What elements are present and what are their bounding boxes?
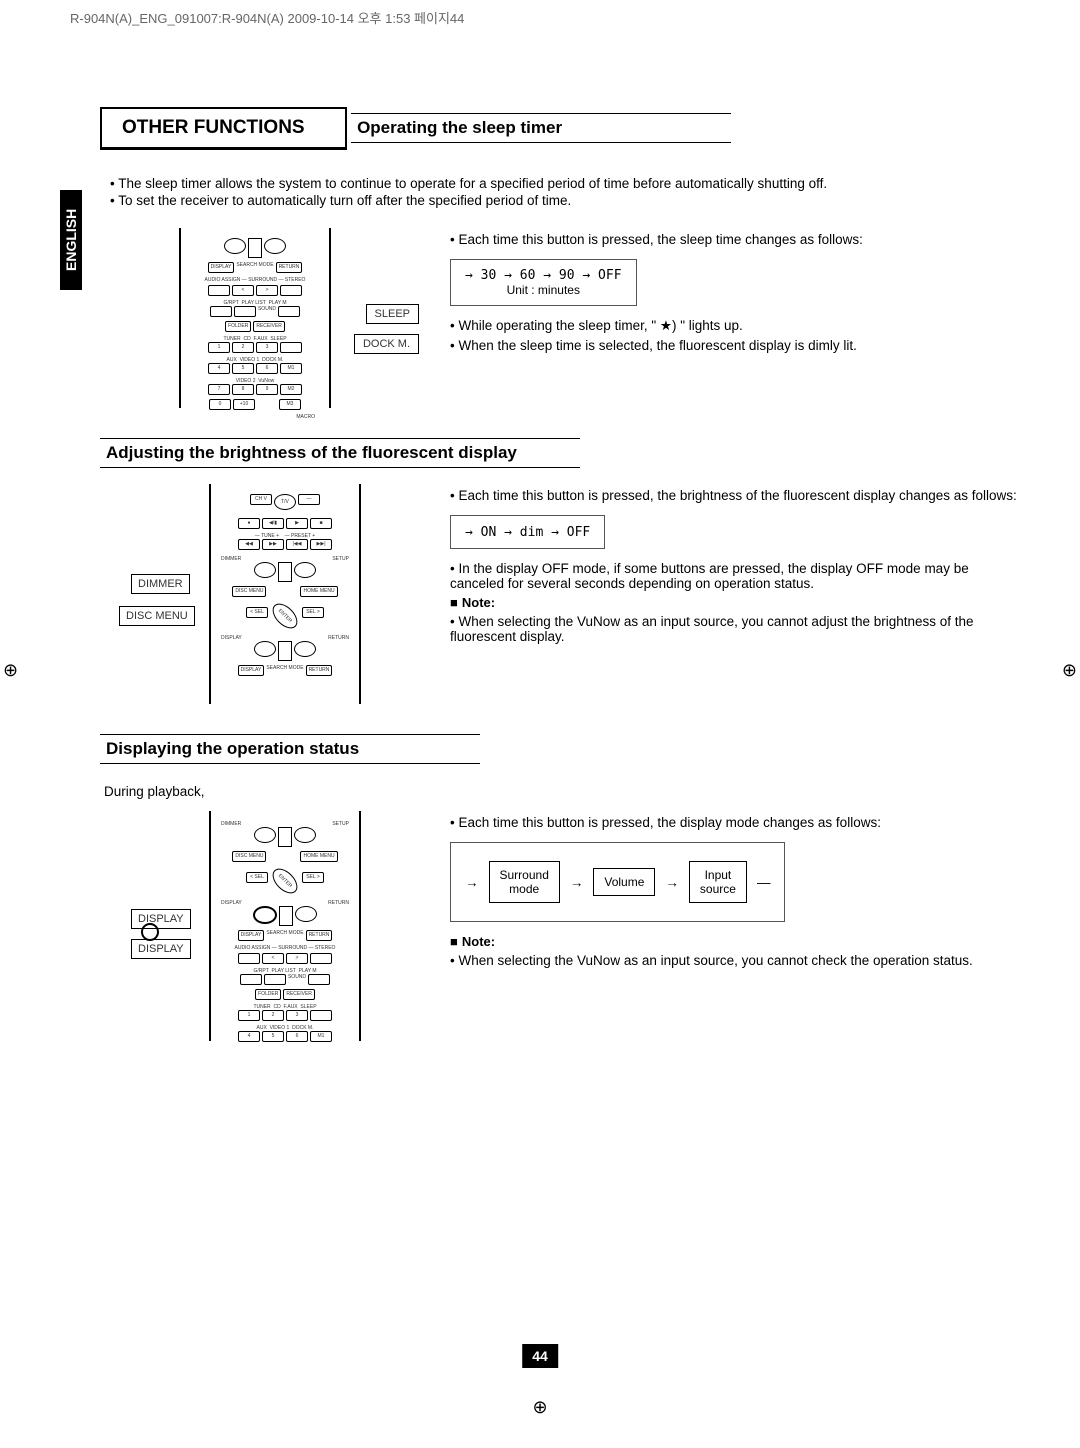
callout-display-1: DISPLAY <box>131 909 191 929</box>
opstatus-desc-1: • Each time this button is pressed, the … <box>450 815 1020 830</box>
opstatus-during: During playback, <box>104 784 1020 799</box>
sleep-desc-3: • When the sleep time is selected, the f… <box>450 338 1020 353</box>
main-heading: OTHER FUNCTIONS <box>122 117 305 138</box>
brightness-cycle: → ON → dim → OFF <box>465 525 590 540</box>
brightness-cycle-box: → ON → dim → OFF <box>450 515 605 549</box>
sleep-desc: • Each time this button is pressed, the … <box>410 228 1020 357</box>
sleep-desc-2: • While operating the sleep timer, " ★) … <box>450 318 1020 334</box>
brightness-desc-1: • Each time this button is pressed, the … <box>450 488 1020 503</box>
remote-sleep: DISPLAY SEARCH MODE RETURN AUDIO ASSIGN … <box>100 228 410 408</box>
sleep-desc-1: • Each time this button is pressed, the … <box>450 232 1020 247</box>
sleep-cycle-unit: Unit : minutes <box>465 283 622 297</box>
main-heading-box: OTHER FUNCTIONS <box>100 107 347 150</box>
brightness-heading: Adjusting the brightness of the fluoresc… <box>100 443 580 463</box>
brightness-row: CH V T/V — ●◀/▮▶■ — TUNE + — PRESET + ◀◀… <box>100 484 1020 704</box>
opstatus-cycle-outer: → Surround mode → Volume → Input source … <box>450 842 785 922</box>
sleep-heading: Operating the sleep timer <box>351 118 731 138</box>
brightness-desc: • Each time this button is pressed, the … <box>410 484 1020 648</box>
callout-sleep: SLEEP <box>366 304 419 324</box>
sleep-row: DISPLAY SEARCH MODE RETURN AUDIO ASSIGN … <box>100 228 1020 408</box>
opstatus-heading-wrap: Displaying the operation status <box>100 734 480 764</box>
sleep-intro: • The sleep timer allows the system to c… <box>110 176 1020 208</box>
opstatus-heading: Displaying the operation status <box>100 739 480 759</box>
sleep-cycle-box: → 30 → 60 → 90 → OFF Unit : minutes <box>450 259 637 306</box>
registration-mark-bottom: ⊕ <box>532 1397 547 1418</box>
sleep-intro-1: • The sleep timer allows the system to c… <box>110 176 1020 191</box>
remote-brightness: CH V T/V — ●◀/▮▶■ — TUNE + — PRESET + ◀◀… <box>100 484 410 704</box>
opstatus-note-1: • When selecting the VuNow as an input s… <box>450 953 1020 968</box>
callout-discmenu: DISC MENU <box>119 606 195 626</box>
opstatus-note-label: Note: <box>450 934 1020 949</box>
callout-display-2: DISPLAY <box>131 939 191 959</box>
page-number: 44 <box>522 1344 558 1368</box>
remote-opstatus: DIMMERSETUP DISC MENU HOME MENU < SEL EN… <box>100 811 410 1041</box>
opstatus-flow: → Surround mode → Volume → Input source … <box>465 861 770 903</box>
callout-dockm: DOCK M. <box>354 334 419 354</box>
page-content: OTHER FUNCTIONS Operating the sleep time… <box>0 27 1080 1111</box>
brightness-note-1: • When selecting the VuNow as an input s… <box>450 614 1020 644</box>
brightness-desc-2: • In the display OFF mode, if some butto… <box>450 561 1020 591</box>
brightness-note-label: Note: <box>450 595 1020 610</box>
callout-dimmer: DIMMER <box>131 574 190 594</box>
sleep-cycle: → 30 → 60 → 90 → OFF <box>465 268 622 283</box>
flow-surround: Surround mode <box>489 861 560 903</box>
brightness-heading-wrap: Adjusting the brightness of the fluoresc… <box>100 438 580 468</box>
opstatus-row: DIMMERSETUP DISC MENU HOME MENU < SEL EN… <box>100 811 1020 1041</box>
print-header-slug: R-904N(A)_ENG_091007:R-904N(A) 2009-10-1… <box>0 0 1080 27</box>
flow-input: Input source <box>689 861 747 903</box>
opstatus-desc: • Each time this button is pressed, the … <box>410 811 1020 972</box>
sleep-heading-wrap: Operating the sleep timer <box>351 113 731 143</box>
flow-volume: Volume <box>593 868 655 896</box>
sleep-intro-2: • To set the receiver to automatically t… <box>110 193 1020 208</box>
